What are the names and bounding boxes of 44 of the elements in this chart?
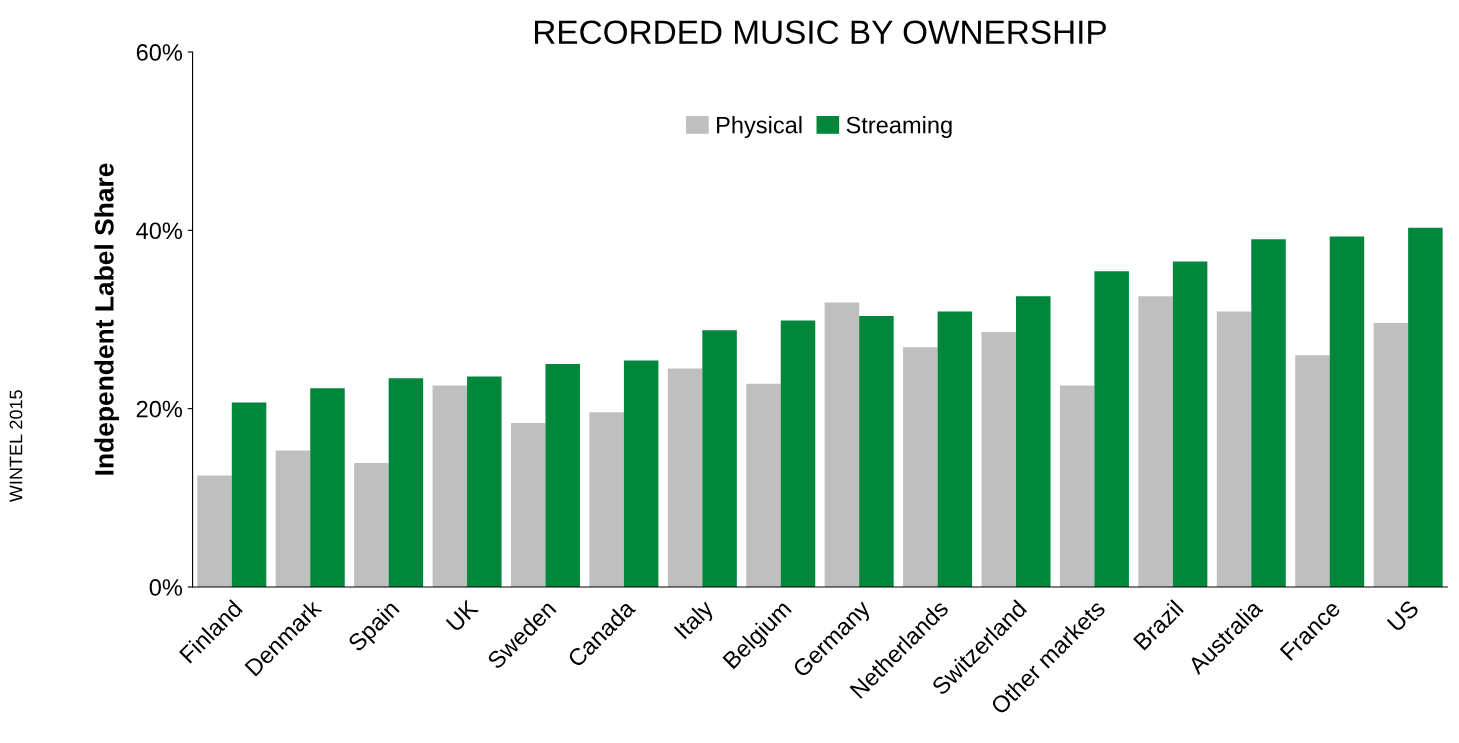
bar: [1138, 296, 1173, 587]
bar: [702, 330, 737, 587]
bar: [1408, 227, 1443, 587]
bar: [467, 376, 502, 587]
bar: [1373, 323, 1409, 587]
bar: [231, 402, 267, 587]
y-axis-title: Independent Label Share: [94, 163, 119, 475]
bar: [859, 315, 894, 587]
bar: [780, 320, 816, 587]
bar: [1172, 261, 1208, 587]
bar: [197, 475, 232, 587]
bar: [981, 331, 1017, 587]
y-tick-label: 40%: [136, 222, 183, 240]
chart-title: RECORDED MUSIC BY OWNERSHIP: [534, 20, 1106, 44]
bar: [1016, 296, 1051, 587]
bar: [746, 383, 781, 587]
x-tick-label: US: [1386, 599, 1420, 633]
legend-label: Streaming: [846, 116, 952, 139]
x-tick-label: UK: [445, 598, 480, 633]
text: WINTEL 2015: [9, 390, 23, 503]
bar: [275, 450, 311, 587]
bar: [510, 422, 546, 587]
bar: [354, 463, 389, 587]
bar: [1059, 385, 1095, 587]
bar: [310, 388, 345, 587]
bar: [1329, 236, 1365, 587]
x-tick-label: Italy: [673, 598, 718, 643]
bar: [824, 302, 860, 587]
bar: [388, 378, 424, 587]
legend-label: Physical: [717, 116, 802, 139]
bar: [1094, 271, 1129, 587]
bar: [545, 364, 580, 587]
bar: [1216, 311, 1252, 587]
bar: [623, 360, 659, 587]
bar: [667, 368, 703, 587]
bar: [589, 412, 624, 587]
bar: [937, 311, 973, 587]
bar: [903, 347, 938, 587]
bar: [1295, 355, 1330, 587]
y-tick-label: 0%: [149, 579, 183, 596]
y-tick-label: 20%: [136, 400, 183, 418]
bar: [1251, 239, 1286, 587]
bar: [432, 385, 468, 587]
y-tick-label: 60%: [136, 44, 183, 61]
